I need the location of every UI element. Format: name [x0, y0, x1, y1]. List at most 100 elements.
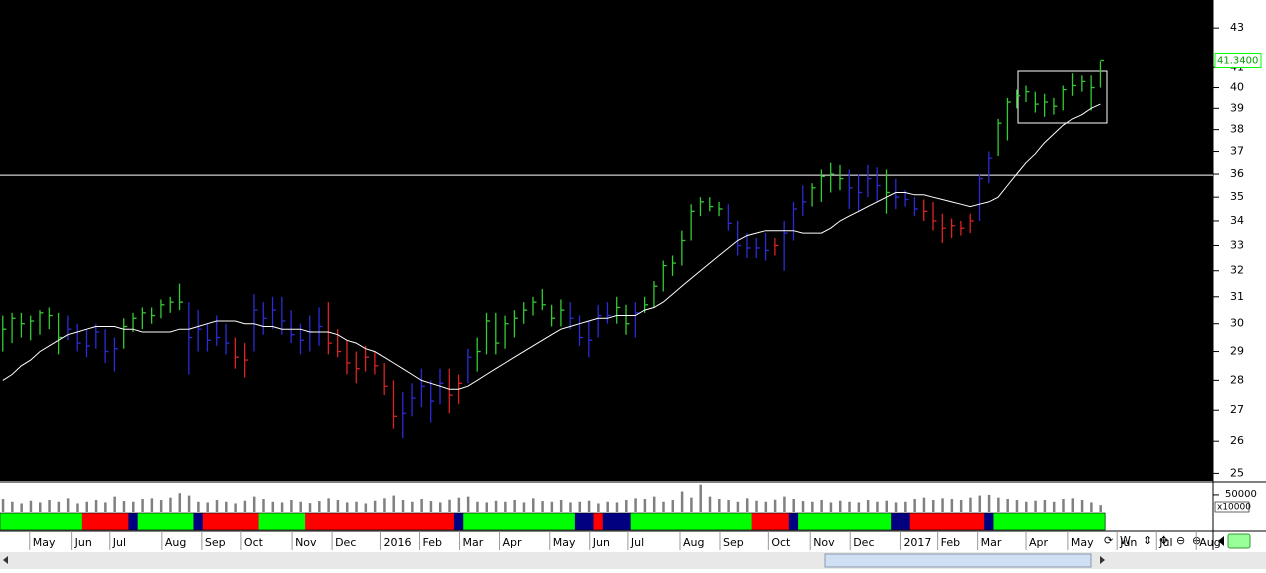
- volume-bar: [773, 499, 777, 512]
- trend-band-cell: [928, 513, 939, 530]
- trend-band-cell: [44, 513, 55, 530]
- trend-band-cell: [370, 513, 381, 530]
- trend-band-cell: [1095, 513, 1106, 530]
- trend-band-cell: [109, 513, 120, 530]
- tool-left[interactable]: [1218, 536, 1224, 546]
- volume-bar: [104, 502, 107, 512]
- y-tick-label: 43: [1230, 21, 1244, 34]
- trend-band-cell: [398, 513, 408, 530]
- volume-bar: [885, 500, 888, 512]
- trend-band-cell: [788, 513, 799, 530]
- volume-bar: [745, 498, 749, 512]
- y-tick-label: 25: [1230, 466, 1244, 479]
- trend-band-cell: [779, 513, 790, 530]
- volume-bar: [150, 498, 154, 512]
- scroll-left[interactable]: [3, 556, 8, 564]
- y-tick-label: 30: [1230, 317, 1244, 330]
- y-tick-label: 35: [1230, 190, 1244, 203]
- x-tick-label: Apr: [503, 536, 523, 549]
- tool-zoom-out[interactable]: ⊖: [1176, 534, 1185, 547]
- volume-bar: [801, 501, 805, 512]
- trend-band-cell: [305, 513, 315, 530]
- volume-bar: [866, 500, 870, 512]
- price-axis: [1213, 0, 1266, 550]
- volume-bar: [671, 500, 675, 512]
- volume-bar: [38, 502, 42, 512]
- x-tick-label: Feb: [423, 536, 442, 549]
- trend-band-cell: [612, 513, 622, 530]
- trend-band-cell: [658, 513, 669, 530]
- x-tick-label: Jun: [592, 536, 610, 549]
- volume-bar: [997, 497, 1000, 512]
- tool-updown[interactable]: ⇕: [1143, 534, 1152, 547]
- scrollbar-thumb[interactable]: [824, 553, 1092, 568]
- trend-band-cell: [602, 513, 613, 530]
- y-tick-label: 39: [1230, 101, 1244, 114]
- volume-bar: [652, 496, 656, 512]
- volume-bar: [141, 499, 144, 512]
- volume-bar: [532, 498, 535, 512]
- volume-bar: [894, 502, 898, 512]
- volume-bar: [122, 501, 126, 512]
- trend-band-cell: [333, 513, 343, 530]
- x-tick-label: Jul: [1158, 536, 1172, 549]
- x-tick-label: Oct: [771, 536, 791, 549]
- volume-bar: [755, 500, 758, 512]
- volume-bar: [764, 501, 768, 512]
- volume-bar: [485, 502, 489, 512]
- volume-bar: [811, 501, 814, 512]
- volume-bar: [829, 502, 833, 512]
- volume-bar: [904, 501, 907, 512]
- x-tick-label: Mar: [463, 536, 484, 549]
- trend-band-cell: [472, 513, 483, 530]
- y-tick-label: 31: [1230, 290, 1244, 303]
- volume-bar: [85, 501, 89, 512]
- volume-bar: [252, 496, 256, 512]
- trend-band-cell: [481, 513, 492, 530]
- volume-bar: [327, 498, 330, 512]
- trend-band-cell: [119, 513, 129, 530]
- trend-band-cell: [705, 513, 715, 530]
- volume-bar: [950, 499, 954, 512]
- tool-status[interactable]: [1227, 533, 1251, 549]
- tool-w[interactable]: W: [1120, 534, 1131, 547]
- trend-band-cell: [1067, 513, 1078, 530]
- trend-band-cell: [593, 513, 604, 530]
- trend-band-cell: [714, 513, 725, 530]
- x-tick-label: 2017: [903, 536, 931, 549]
- tool-refresh[interactable]: ⟳: [1104, 534, 1113, 547]
- trend-band-cell: [667, 513, 678, 530]
- volume-bar: [280, 502, 284, 512]
- volume-bar: [113, 496, 116, 512]
- volume-bar: [559, 500, 563, 512]
- scroll-right[interactable]: [1100, 556, 1105, 564]
- trend-band-cell: [174, 513, 185, 530]
- trend-band-cell: [760, 513, 771, 530]
- trend-band-cell: [751, 513, 762, 530]
- volume-bar: [708, 496, 712, 512]
- trend-band-cell: [239, 513, 250, 530]
- volume-bar: [820, 500, 823, 512]
- y-tick-label: 40: [1230, 81, 1244, 94]
- annotation-box[interactable]: [1017, 70, 1108, 124]
- volume-bar: [457, 497, 461, 512]
- last-price-label: 41.3400: [1217, 55, 1258, 66]
- x-tick-label: Sep: [723, 536, 744, 549]
- trend-band-cell: [546, 513, 557, 530]
- volume-bar: [718, 499, 721, 512]
- volume-bar: [643, 499, 647, 512]
- volume-bar: [383, 498, 386, 512]
- volume-bar: [299, 501, 302, 512]
- volume-bar: [132, 501, 135, 512]
- volume-bar: [1090, 502, 1093, 512]
- trend-band-cell: [258, 513, 269, 530]
- x-tick-label: May: [1071, 536, 1094, 549]
- trend-band-cell: [453, 513, 464, 530]
- volume-bar: [48, 500, 51, 512]
- tool-move[interactable]: ✥: [1159, 534, 1168, 547]
- x-tick-label: Sep: [205, 536, 226, 549]
- trend-band-cell: [35, 513, 46, 530]
- trend-band-cell: [639, 513, 650, 530]
- trend-band-cell: [146, 513, 157, 530]
- volume-bar: [922, 497, 926, 512]
